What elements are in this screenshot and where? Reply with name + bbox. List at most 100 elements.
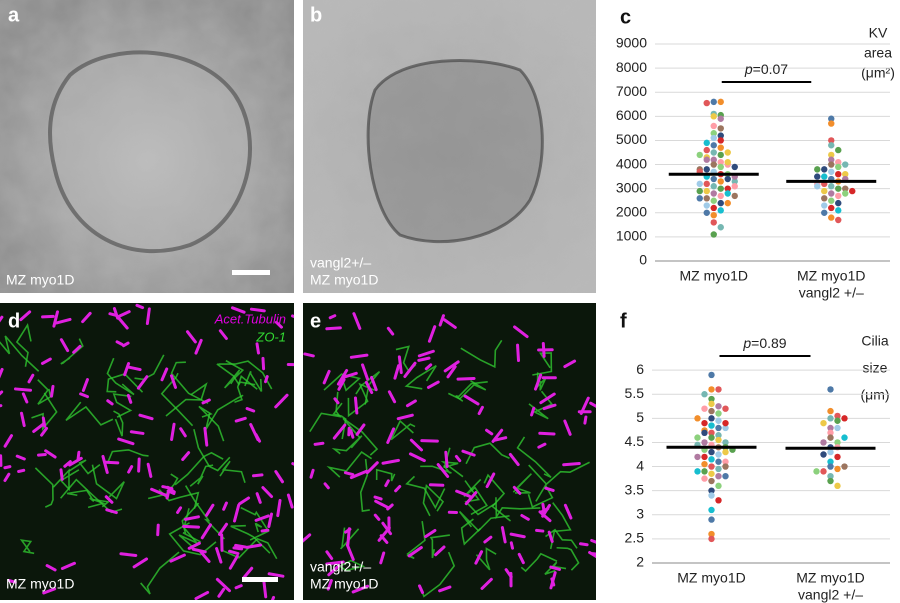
axis-title: Cilia [861,333,888,349]
cilium [234,543,248,549]
cilium [303,533,312,543]
membrane [309,391,342,433]
cilium [116,310,131,319]
axis-title: size [863,360,888,376]
panel-caption: MZ myo1D [310,272,378,288]
data-dot [828,120,835,127]
data-dot [835,185,842,192]
data-dot [722,424,729,432]
data-dot [710,219,717,226]
data-dot [708,386,715,393]
axis-title: (μm²) [861,65,895,81]
data-dot [708,422,715,429]
cilium [446,365,457,379]
data-dot [701,460,708,468]
data-dot [708,400,715,408]
x-tick-label: vangl2 +/– [799,285,864,301]
cilium [41,314,55,319]
cilium [381,458,400,465]
data-dot [724,149,731,156]
image-a [0,0,294,293]
data-dot [722,448,729,456]
membrane [106,373,144,393]
membrane [106,357,135,396]
data-dot [827,424,834,432]
cilium [286,493,294,509]
membrane [140,551,180,595]
data-dot [731,178,738,185]
data-dot [708,506,715,514]
cilium [397,355,403,375]
cilium [181,451,191,461]
cilium [117,437,135,446]
cilium [379,551,386,565]
membrane [520,552,558,573]
data-dot [710,98,717,106]
data-dot [722,473,729,480]
cilium [185,330,197,344]
cilium [187,541,201,550]
data-dot [835,171,842,178]
membrane [404,364,437,390]
membrane [556,546,580,571]
cilium [55,317,72,325]
y-tick-label: 6000 [616,107,647,123]
y-tick-label: 5.5 [625,385,645,401]
cilium [108,312,118,317]
cilium [364,380,374,395]
data-dot [715,432,722,439]
data-dot [835,158,842,166]
data-dot [708,516,715,523]
cilium [454,454,462,463]
data-dot [710,130,717,137]
cilium [589,401,596,408]
cilium [578,542,589,547]
data-dot [708,487,715,494]
membrane [222,537,278,560]
cilium [194,590,210,600]
cilium [101,454,109,474]
data-dot [703,180,710,188]
data-dot [828,156,835,163]
cilium [215,577,231,593]
data-dot [703,195,710,202]
data-dot [724,190,731,197]
membrane [244,371,263,392]
cilium [349,353,369,359]
cilium [386,326,395,336]
membrane [165,382,208,417]
cilium [345,543,355,561]
cilium [199,549,211,563]
image-d [0,303,294,600]
membrane [193,429,231,472]
cilium [290,314,294,319]
cilium [59,338,70,353]
membrane [19,539,35,555]
data-dot [715,410,722,417]
data-dot [842,171,849,178]
membrane [332,559,366,572]
data-dot [710,211,717,219]
axis-title: KV [869,25,888,41]
cilium [327,564,341,577]
cilium [337,378,346,391]
cilium [234,584,243,590]
cilium [135,303,145,310]
y-tick-label: 5000 [616,131,647,147]
data-dot [834,453,841,461]
data-dot [731,163,738,171]
data-dot [835,199,842,207]
y-tick-label: 3000 [616,179,647,195]
data-dot [828,168,835,175]
data-dot [710,113,717,120]
data-dot [710,149,717,156]
cilium [464,491,478,506]
membrane [375,468,396,482]
data-dot [708,492,715,499]
data-dot [715,465,722,473]
membrane [112,393,133,418]
data-dot [710,134,717,142]
membrane [219,460,246,484]
data-dot [821,209,828,216]
cilium [483,535,493,544]
